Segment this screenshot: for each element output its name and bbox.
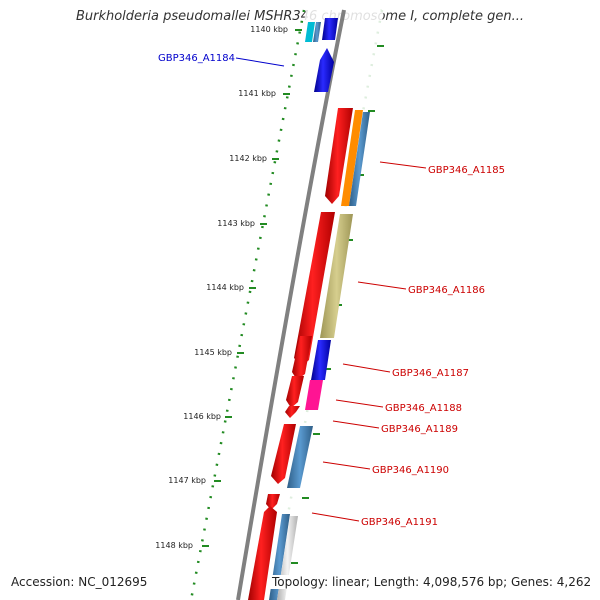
gene-GBP346_A1186[interactable] xyxy=(294,212,335,366)
leader-line-a1184 xyxy=(235,57,285,67)
gene-label-a1190[interactable]: GBP346_A1190 xyxy=(372,465,449,476)
tick-label: 1145 kbp xyxy=(194,348,232,357)
tick-label: 1142 kbp xyxy=(229,154,267,163)
tick-label: 1146 kbp xyxy=(183,412,221,421)
gene-reverse-top[interactable] xyxy=(322,18,338,40)
gene-feature-steelblue-top[interactable] xyxy=(313,22,321,42)
ruler-outer-left xyxy=(189,9,306,600)
tick-label: 1148 kbp xyxy=(155,541,193,550)
gene-GBP346_A1190[interactable] xyxy=(271,424,296,484)
leader-line-a1191 xyxy=(311,512,360,522)
accession-label: Accession: NC_012695 xyxy=(8,575,151,589)
tick-label: 1147 kbp xyxy=(168,476,206,485)
ruler-ticks xyxy=(202,29,302,547)
map-title: Burkholderia pseudomallei MSHR346 chromo… xyxy=(75,9,525,24)
gene-label-a1184[interactable]: GBP346_A1184 xyxy=(158,53,235,64)
gene-GBP346_A1191-small[interactable] xyxy=(266,494,280,510)
gene-GBP346_A1187[interactable] xyxy=(311,340,331,380)
leader-line-a1187 xyxy=(342,363,391,373)
leader-line-a1186 xyxy=(357,281,407,290)
gene-feature-cyan[interactable] xyxy=(305,22,315,42)
gene-forward-a1187[interactable] xyxy=(292,336,312,380)
tick-label: 1144 kbp xyxy=(206,283,244,292)
track-band xyxy=(202,10,384,600)
topology-label: Topology: linear; Length: 4,098,576 bp; … xyxy=(268,575,596,589)
gene-feature-steelblue-a1190[interactable] xyxy=(287,426,313,488)
gene-label-a1185[interactable]: GBP346_A1185 xyxy=(428,165,505,176)
leader-line-a1185 xyxy=(379,161,427,169)
gene-label-a1186[interactable]: GBP346_A1186 xyxy=(408,285,485,296)
gene-label-a1191[interactable]: GBP346_A1191 xyxy=(361,517,438,528)
leader-line-a1188 xyxy=(335,399,384,408)
gene-forward-a1188[interactable] xyxy=(286,376,304,408)
gene-label-a1188[interactable]: GBP346_A1188 xyxy=(385,403,462,414)
gene-feature-khaki[interactable] xyxy=(320,214,353,338)
leader-line-a1190 xyxy=(322,461,371,470)
gene-GBP346_A1189[interactable] xyxy=(285,406,300,418)
gene-label-a1187[interactable]: GBP346_A1187 xyxy=(392,368,469,379)
gene-GBP346_A1188[interactable] xyxy=(305,380,323,410)
gene-GBP346_A1184[interactable] xyxy=(314,48,334,92)
gene-feature-orange[interactable] xyxy=(341,110,363,206)
tick-label: 1140 kbp xyxy=(250,25,288,34)
leader-lines xyxy=(235,57,427,522)
gene-feature-steelblue-a1185[interactable] xyxy=(349,112,370,206)
tick-label: 1143 kbp xyxy=(217,219,255,228)
gene-GBP346_A1185[interactable] xyxy=(325,108,353,204)
leader-line-a1189 xyxy=(332,420,380,429)
tick-label: 1141 kbp xyxy=(238,89,276,98)
gene-GBP346_A1191[interactable] xyxy=(248,506,277,600)
gene-label-a1189[interactable]: GBP346_A1189 xyxy=(381,424,458,435)
